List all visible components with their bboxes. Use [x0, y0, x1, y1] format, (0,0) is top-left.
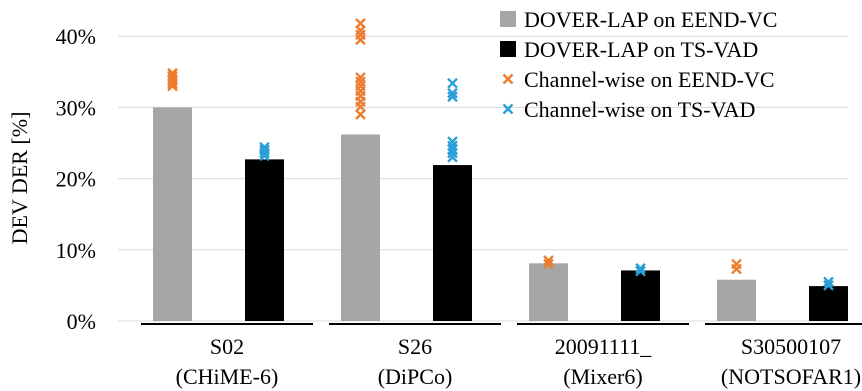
- x-marker: [355, 76, 366, 88]
- legend-label: DOVER-LAP on TS-VAD: [524, 37, 758, 62]
- bar: [717, 279, 756, 321]
- x-marker: [355, 25, 366, 36]
- y-tick-label: 0%: [67, 309, 96, 334]
- legend-swatch: [500, 41, 516, 57]
- x-marker: [823, 276, 834, 288]
- x-marker: [823, 280, 834, 291]
- x-marker: [447, 77, 458, 89]
- x-marker: [167, 78, 178, 90]
- y-tick-label: 40%: [56, 24, 96, 49]
- bar: [529, 263, 568, 321]
- x-marker: [355, 34, 366, 46]
- x-marker: [447, 91, 458, 103]
- y-tick-label: 10%: [56, 238, 96, 263]
- x-category-label: S30500107: [741, 334, 841, 359]
- x-category-sublabel: (DiPCo): [378, 364, 453, 389]
- x-category-sublabel: (CHiME-6): [176, 364, 279, 389]
- legend-label: Channel-wise on TS-VAD: [524, 97, 755, 122]
- scatter-markers: [167, 18, 834, 291]
- x-category-sublabel: (Mixer6): [563, 364, 642, 389]
- x-marker: [635, 265, 646, 277]
- x-marker: [167, 80, 178, 92]
- x-marker: [543, 255, 554, 266]
- bar: [341, 134, 380, 321]
- bar: [621, 270, 660, 321]
- x-marker: [447, 144, 458, 155]
- x-category-sublabel: (NOTSOFAR1): [721, 364, 861, 389]
- legend: DOVER-LAP on EEND-VC DOVER-LAP on TS-VAD C…: [500, 7, 777, 122]
- bar: [809, 286, 848, 321]
- x-marker: [259, 147, 270, 159]
- y-tick-label: 30%: [56, 95, 96, 120]
- x-marker: [355, 109, 366, 120]
- x-marker: [447, 136, 458, 147]
- y-axis-ticks: 0% 10% 20% 30% 40%: [56, 24, 96, 334]
- bar: [433, 165, 472, 321]
- x-marker: [543, 258, 554, 270]
- x-marker: [355, 72, 366, 83]
- x-axis-categories: S02 (CHiME-6) S26 (DiPCo) 20091111_ (Mixer6) S…: [141, 323, 862, 389]
- y-axis-label: DEV DER [%]: [7, 112, 32, 245]
- x-marker: [502, 103, 514, 115]
- bar: [245, 159, 284, 321]
- x-marker: [502, 73, 514, 85]
- x-marker: [355, 101, 366, 113]
- x-marker: [259, 150, 270, 162]
- x-marker: [635, 262, 646, 274]
- x-category-label: S02: [210, 334, 244, 359]
- x-marker: [731, 263, 742, 275]
- bars: [153, 107, 848, 322]
- x-category-label: S26: [398, 334, 432, 359]
- bar: [153, 107, 192, 322]
- legend-label: DOVER-LAP on EEND-VC: [524, 7, 777, 32]
- y-tick-label: 20%: [56, 167, 96, 192]
- legend-label: Channel-wise on EEND-VC: [524, 67, 775, 92]
- x-category-label: 20091111_: [555, 334, 653, 359]
- x-marker: [447, 87, 458, 99]
- legend-swatch: [500, 11, 516, 27]
- x-marker: [447, 151, 458, 163]
- x-marker: [447, 147, 458, 159]
